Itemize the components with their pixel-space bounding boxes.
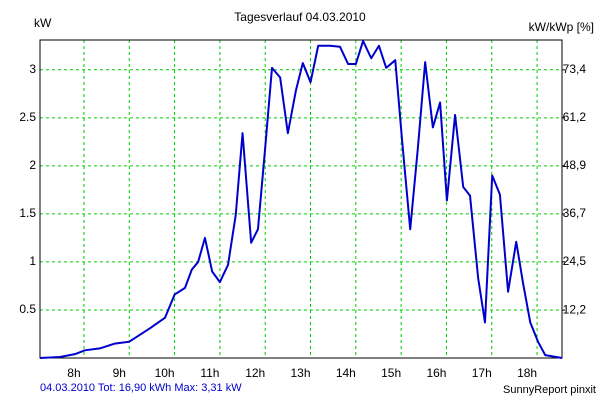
y-tick-label: 2.5	[19, 110, 36, 124]
y-tick-label: 3	[29, 62, 36, 76]
footer-info: 04.03.2010 Tot: 16,90 kWh Max: 3,31 kW	[40, 382, 242, 394]
data-line	[39, 39, 563, 359]
y-tick-label: 1	[29, 254, 36, 268]
y2-tick-label: 12,2	[563, 302, 587, 316]
y-axis-label: kW	[34, 16, 52, 30]
x-tick-label: 9h	[113, 366, 126, 380]
plot-border	[39, 39, 563, 359]
x-tick-label: 11h	[200, 366, 219, 380]
plot-area	[40, 40, 562, 358]
y2-axis-label: kW/kWp [%]	[529, 20, 594, 34]
x-tick-label: 14h	[336, 366, 356, 380]
y2-tick-label: 48,9	[563, 158, 587, 172]
chart-title: Tagesverlauf 04.03.2010	[234, 10, 366, 24]
x-tick-label: 13h	[291, 366, 311, 380]
y2-tick-label: 24,5	[563, 254, 587, 268]
x-tick-label: 12h	[245, 366, 265, 380]
x-tick-label: 18h	[517, 366, 537, 380]
x-tick-label: 15h	[381, 366, 401, 380]
y2-tick-label: 36,7	[563, 206, 587, 220]
x-tick-label: 16h	[426, 366, 446, 380]
x-tick-label: 17h	[472, 366, 492, 380]
footer-credit: SunnyReport pinxit	[503, 384, 596, 396]
y2-tick-label: 61,2	[563, 110, 587, 124]
y-tick-label: 2	[29, 158, 36, 172]
x-tick-label: 8h	[67, 366, 80, 380]
x-tick-label: 10h	[155, 366, 175, 380]
y-tick-label: 1.5	[19, 206, 36, 220]
y2-tick-label: 73,4	[563, 62, 587, 76]
y-tick-label: 0.5	[19, 302, 36, 316]
